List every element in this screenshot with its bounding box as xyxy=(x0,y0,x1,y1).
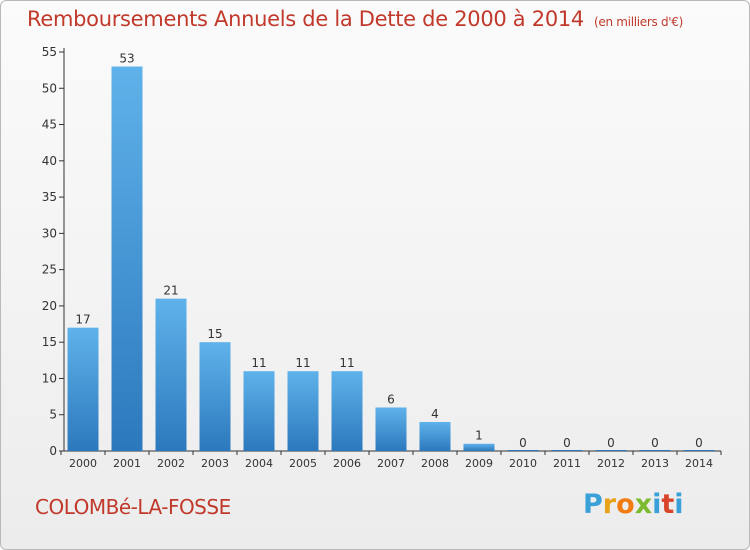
bar-2002 xyxy=(155,298,187,451)
y-tick-label: 20 xyxy=(42,299,57,313)
data-label: 11 xyxy=(251,356,266,370)
chart-value-labels: 17 53 21 15 11 11 11 6 4 1 0 0 0 0 0 xyxy=(75,52,702,450)
x-tick-label: 2011 xyxy=(553,457,581,470)
y-tick-label: 15 xyxy=(42,335,57,349)
data-label: 0 xyxy=(563,436,571,450)
data-label: 17 xyxy=(75,313,90,327)
logo-letter: i xyxy=(674,489,684,520)
logo-letter: i xyxy=(652,489,662,520)
x-tick-label: 2004 xyxy=(245,457,273,470)
data-label: 1 xyxy=(475,429,483,443)
data-label: 4 xyxy=(431,407,439,421)
proxiti-logo: Proxiti xyxy=(583,489,684,520)
x-tick-label: 2012 xyxy=(597,457,625,470)
bar-2001 xyxy=(111,66,143,451)
y-tick-label: 5 xyxy=(49,408,57,422)
logo-letter: P xyxy=(583,489,603,520)
x-tick-label: 2000 xyxy=(69,457,97,470)
logo-letter: o xyxy=(616,489,635,520)
x-tick-label: 2014 xyxy=(685,457,713,470)
chart-unit-label: (en milliers d'€) xyxy=(594,15,684,29)
y-tick-label: 55 xyxy=(42,45,57,59)
x-tick-label: 2013 xyxy=(641,457,669,470)
x-tick-label: 2006 xyxy=(333,457,361,470)
bar-2009 xyxy=(463,443,495,451)
data-label: 0 xyxy=(607,436,615,450)
y-tick-label: 10 xyxy=(42,371,57,385)
chart-bars xyxy=(67,66,715,451)
data-label: 53 xyxy=(119,52,134,66)
data-label: 11 xyxy=(339,356,354,370)
logo-letter: x xyxy=(634,489,653,520)
y-tick-label: 50 xyxy=(42,81,57,95)
y-tick-label: 25 xyxy=(42,263,57,277)
y-tick-label: 40 xyxy=(42,154,57,168)
y-tick-label: 0 xyxy=(49,444,57,458)
logo-letter: t xyxy=(661,489,675,520)
x-tick-label: 2002 xyxy=(157,457,185,470)
data-label: 6 xyxy=(387,392,395,406)
data-label: 11 xyxy=(295,356,310,370)
data-label: 0 xyxy=(695,436,703,450)
logo-letter: r xyxy=(602,489,617,520)
x-tick-label: 2003 xyxy=(201,457,229,470)
bar-2005 xyxy=(287,371,319,451)
y-tick-label: 45 xyxy=(42,118,57,132)
x-tick-label: 2008 xyxy=(421,457,449,470)
y-tick-label: 35 xyxy=(42,190,57,204)
bar-2000 xyxy=(67,327,99,451)
bar-2004 xyxy=(243,371,275,451)
data-label: 15 xyxy=(207,327,222,341)
x-tick-label: 2001 xyxy=(113,457,141,470)
bar-2003 xyxy=(199,342,231,451)
x-tick-label: 2009 xyxy=(465,457,493,470)
x-tick-label: 2007 xyxy=(377,457,405,470)
chart-title: Remboursements Annuels de la Dette de 20… xyxy=(27,7,683,31)
bar-2008 xyxy=(419,421,451,451)
x-tick-label: 2010 xyxy=(509,457,537,470)
data-label: 0 xyxy=(519,436,527,450)
data-label: 21 xyxy=(163,284,178,298)
commune-name: COLOMBé-LA-FOSSE xyxy=(35,495,231,519)
data-label: 0 xyxy=(651,436,659,450)
chart-title-text: Remboursements Annuels de la Dette de 20… xyxy=(27,7,584,31)
bar-2006 xyxy=(331,371,363,451)
x-tick-label: 2005 xyxy=(289,457,317,470)
bar-2007 xyxy=(375,407,407,451)
y-tick-label: 30 xyxy=(42,226,57,240)
